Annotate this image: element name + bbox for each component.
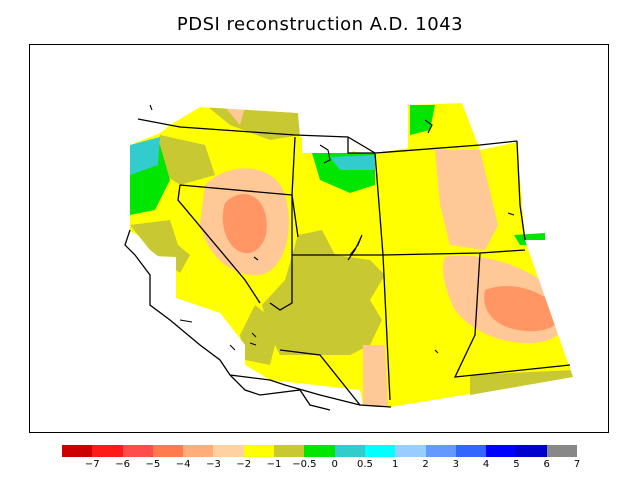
region-light-orange-south: [363, 345, 388, 407]
legend-tick-label: −7: [84, 459, 100, 470]
lake-east-2: [507, 212, 515, 216]
region-light-orange-plains: [435, 150, 498, 250]
legend-swatch: [62, 445, 93, 457]
legend-tick-label: 0: [331, 459, 338, 470]
map-title: PDSI reconstruction A.D. 1043: [176, 14, 464, 35]
lake-east-1: [434, 349, 439, 354]
legend-tick-label: −4: [175, 459, 191, 470]
state-boundaries: [124, 118, 571, 411]
boundary-nevada-utah: [269, 195, 293, 311]
legend-tick-label: −0.5: [292, 459, 317, 470]
legend-tick-label: 2: [422, 459, 429, 470]
legend-tick-label: 3: [452, 459, 459, 470]
legend-tick-label: 5: [513, 459, 520, 470]
legend-tick-label: 1: [392, 459, 399, 470]
lake-mead: [253, 256, 259, 261]
legend-swatch: [455, 445, 487, 457]
lake-coast-4: [249, 342, 257, 346]
legend-tick-label: −6: [115, 459, 130, 470]
legend-swatch: [274, 445, 305, 457]
legend-tick-label: −5: [145, 459, 161, 470]
boundary-oregon-nevada: [179, 184, 293, 196]
color-legend-bar: [62, 445, 578, 457]
mask-wyoming-notch: [302, 135, 352, 153]
legend-swatch: [122, 445, 153, 457]
legend-swatch: [152, 445, 184, 457]
region-salmon-nevada: [222, 194, 267, 254]
boundary-wyoming-north: [347, 137, 375, 154]
legend-swatch: [395, 445, 426, 457]
legend-swatch: [546, 445, 578, 457]
legend-tick-label: 7: [573, 459, 581, 470]
boundary-california-nevada: [177, 184, 261, 304]
region-cyan-wyoming: [330, 155, 375, 170]
lake-coast-1: [179, 319, 193, 323]
region-olive-southeast: [470, 370, 573, 395]
legend-tick-label: 4: [482, 459, 490, 470]
lake-tahoe: [424, 119, 433, 134]
legend-swatch: [334, 445, 365, 457]
lake-yellowstone: [319, 144, 331, 164]
boundary-newmexico-texas: [453, 252, 571, 378]
legend-swatch: [425, 445, 456, 457]
lake-features: [149, 104, 515, 354]
region-salmon-east: [484, 286, 560, 332]
legend-swatch: [92, 445, 123, 457]
region-olive-north: [208, 107, 300, 140]
boundary-four-corners: [292, 249, 526, 256]
region-olive-arizona: [262, 230, 385, 355]
lake-coast-2: [229, 344, 236, 351]
color-legend-labels: −7 −6 −5 −4 −3 −2 −1 −0.5 0 0.5 1 2 3 4 5 6 7: [62, 459, 581, 473]
legend-swatch: [486, 445, 517, 457]
region-cyan-northwest: [130, 137, 160, 175]
legend-tick-label: −3: [206, 459, 221, 470]
legend-tick-label: 6: [543, 459, 550, 470]
legend-swatch: [516, 445, 547, 457]
mask-ocean-west: [30, 45, 608, 432]
legend-swatch: [213, 445, 244, 457]
lake-great-salt: [347, 234, 363, 261]
legend-swatch: [243, 445, 275, 457]
legend-swatch: [364, 445, 396, 457]
boundary-mexico: [229, 374, 331, 411]
region-olive-southwest: [240, 305, 280, 365]
legend-swatch: [304, 445, 335, 457]
boundary-montana-dakota: [516, 140, 526, 241]
legend-tick-label: 0.5: [356, 459, 373, 470]
boundary-arizona-south: [279, 349, 392, 408]
lake-coast-3: [251, 332, 257, 338]
mask-upper-right: [462, 85, 608, 238]
legend-tick-label: −2: [236, 459, 252, 470]
region-light-orange-top: [225, 107, 245, 125]
lake-north: [149, 104, 153, 111]
region-green-montana: [410, 105, 435, 135]
boundary-coast: [124, 229, 361, 406]
legend-tick-label: −1: [266, 459, 282, 470]
legend-swatch: [183, 445, 214, 457]
map-panel: [29, 44, 609, 433]
mask-north-left: [130, 45, 608, 153]
pdsi-map: [30, 45, 608, 432]
